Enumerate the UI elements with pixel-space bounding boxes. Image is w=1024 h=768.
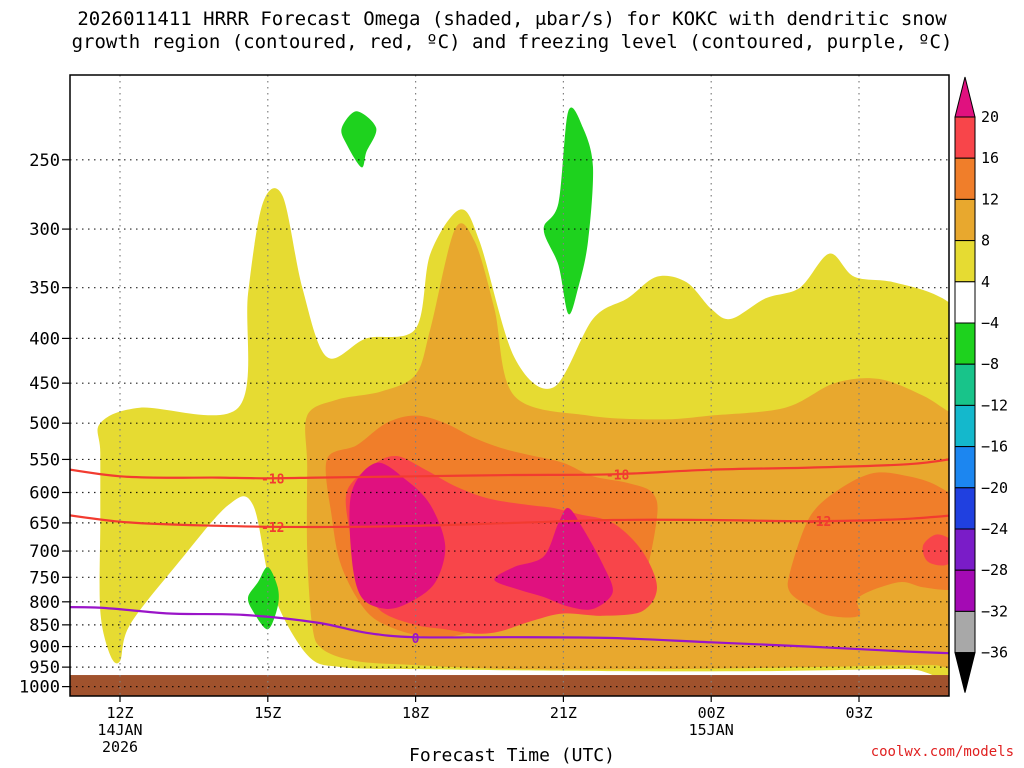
contour-label-0-1: 0 [412,632,420,647]
omega-region-6 [922,534,949,566]
colorbar-bin-8 [954,404,976,448]
colorbar-bin-3 [954,198,976,242]
omega-region-11 [247,566,279,630]
colorbar-bin-2 [954,157,976,200]
omega-shading [97,107,949,684]
grid-lines [70,75,949,696]
colorbar-bin-9 [954,446,976,489]
y-tick-label-900: 900 [29,638,60,658]
contour-line-0 [70,605,949,655]
colorbar-bin-6 [954,322,976,365]
colorbar-label-14: −36 [981,644,1008,662]
colorbar: 20 16 12 8 4 −4 −8 −12 −16 −20 −24 −28 −32 −36 [954,76,1008,693]
title-line-1: 2026011411 HRRR Forecast Omega (shaded, … [77,8,947,30]
x-tick-label-21Z: 21Z [550,704,577,722]
x-tick-label-15Z: 15Z [254,704,281,722]
x-tick-label-15JAN: 15JAN [689,721,734,739]
contour-label--18-2: -18 [606,468,630,483]
source-credit: coolwx.com/models [870,744,1014,760]
y-tick-label-600: 600 [29,483,60,503]
y-tick-label-1000: 1000 [19,678,60,698]
omega-region-9 [341,111,377,168]
y-tick-label-550: 550 [29,450,60,470]
colorbar-label-10: −20 [981,479,1008,497]
ground-fill [70,675,949,696]
colorbar-label-2: 16 [981,149,999,167]
omega-region-8 [494,507,613,610]
x-tick-label-12Z: 12Z [106,704,133,722]
colorbar-label-9: −16 [981,438,1008,456]
y-tick-label-300: 300 [29,220,60,240]
contour-label--18-1: -18 [261,472,285,487]
y-tick-label-800: 800 [29,593,60,613]
x-tick-label-03Z: 03Z [845,704,872,722]
colorbar-label-1: 20 [981,108,999,126]
colorbar-bin-7 [954,363,976,406]
colorbar-bin-1 [954,116,976,159]
y-tick-label-350: 350 [29,279,60,299]
y-tick-label-950: 950 [29,658,60,678]
colorbar-bin-10 [954,487,976,530]
y-tick-label-850: 850 [29,616,60,636]
colorbar-label-6: −4 [981,314,999,332]
contour-label--12-2: -12 [808,515,831,530]
colorbar-label-7: −8 [981,355,999,373]
x-tick-label-00Z: 00Z [698,704,725,722]
colorbar-label-5: 4 [981,273,990,291]
omega-region-7 [349,462,446,609]
chart-title: 2026011411 HRRR Forecast Omega (shaded, … [0,8,1024,54]
ground-layer [70,675,949,696]
x-axis-label: Forecast Time (UTC) [409,745,615,766]
contour-label--12-1: -12 [261,521,284,536]
x-tick-label-18Z: 18Z [402,704,429,722]
y-tick-label-450: 450 [29,374,60,394]
plot-frame [69,74,950,697]
colorbar-bin-5 [954,281,976,324]
x-tick-label-14JAN: 14JAN [97,721,142,739]
colorbar-bin-12 [954,569,976,612]
contour-line--12 [70,514,949,529]
contour-line--18 [70,458,949,480]
colorbar-label-11: −24 [981,520,1008,538]
y-tick-label-650: 650 [29,514,60,534]
x-tick-label-2026: 2026 [102,738,138,756]
y-tick-label-750: 750 [29,568,60,588]
colorbar-label-8: −12 [981,396,1008,414]
colorbar-bin-top [954,76,976,118]
colorbar-label-12: −28 [981,561,1008,579]
colorbar-label-4: 8 [981,232,990,250]
colorbar-bin-11 [954,528,976,571]
colorbar-bin-13 [954,610,976,654]
y-tick-label-250: 250 [29,151,60,171]
y-tick-label-500: 500 [29,414,60,434]
pressure-axis: 2503003504004505005506006507007508008509… [19,151,70,698]
colorbar-bin-4 [954,240,976,283]
colorbar-bin-bottom [954,652,976,693]
omega-region-4 [787,472,949,618]
y-tick-label-700: 700 [29,542,60,562]
title-line-2: growth region (contoured, red, ºC) and f… [71,31,953,53]
colorbar-label-13: −32 [981,602,1008,620]
y-tick-label-400: 400 [29,329,60,349]
temperature-contours: -18 -18 -12 -12 0 [70,458,949,655]
colorbar-label-3: 12 [981,190,999,208]
